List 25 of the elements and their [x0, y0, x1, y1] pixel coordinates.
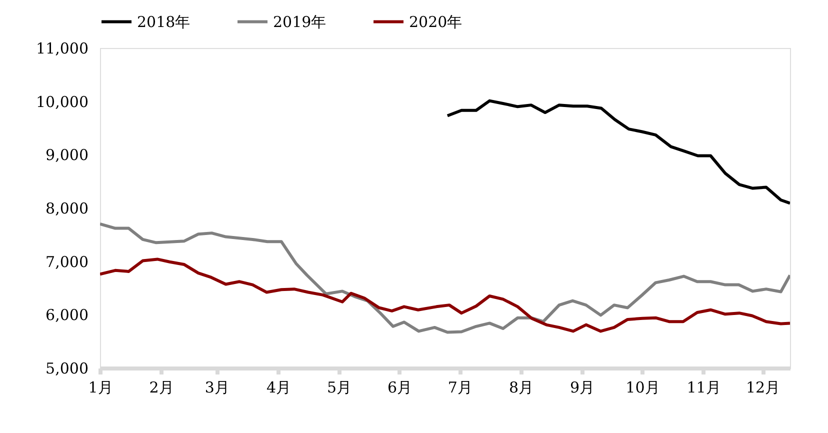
legend-label: 2018年 — [137, 12, 190, 31]
x-tick-label: 9月 — [570, 378, 595, 396]
x-tick-label: 2月 — [149, 378, 174, 396]
y-tick-label: 6,000 — [46, 306, 88, 324]
y-tick-label: 5,000 — [46, 360, 88, 378]
x-tick-label: 6月 — [387, 378, 412, 396]
x-tick-label: 8月 — [508, 378, 534, 396]
y-tick-label: 10,000 — [36, 92, 88, 111]
y-tick-label: 9,000 — [46, 146, 88, 164]
y-tick-label: 11,000 — [36, 40, 88, 58]
y-tick-label: 7,000 — [46, 252, 88, 271]
line-series — [100, 222, 790, 334]
x-tick-label: 5月 — [326, 378, 352, 396]
line-series — [100, 258, 790, 333]
legend-label: 2020年 — [409, 12, 462, 31]
x-tick-label: 3月 — [204, 378, 230, 396]
line-series — [446, 99, 790, 205]
y-tick-label: 8,000 — [46, 200, 88, 218]
x-tick-label: 4月 — [266, 378, 292, 396]
x-tick-label: 11月 — [686, 378, 721, 396]
x-tick-label: 12月 — [746, 378, 780, 396]
x-tick-label: 7月 — [448, 378, 472, 396]
legend-label: 2019年 — [273, 12, 326, 31]
x-tick-label: 10月 — [626, 378, 660, 396]
x-tick-label: 1月 — [88, 378, 113, 396]
